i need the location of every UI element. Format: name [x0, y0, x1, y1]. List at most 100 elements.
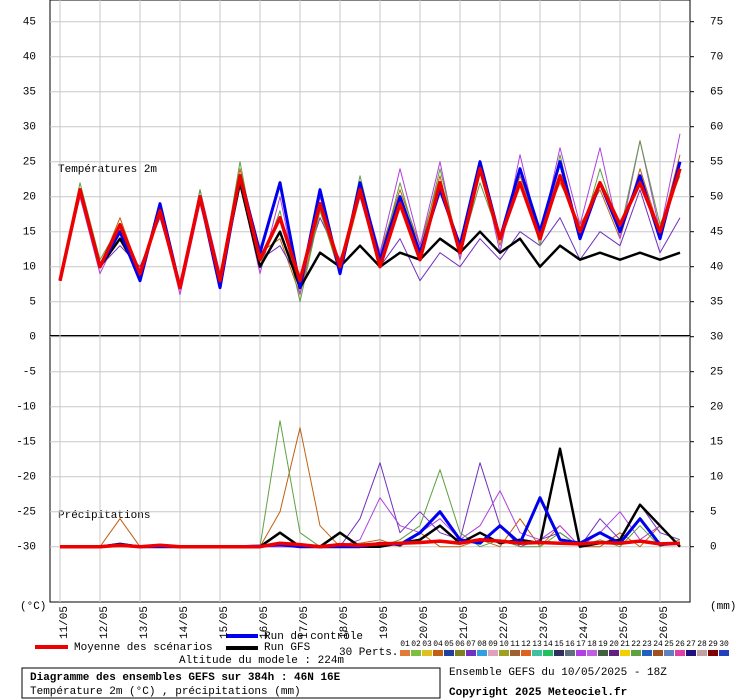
pert-label: 30 — [719, 640, 729, 649]
pert-swatch — [664, 650, 674, 656]
pert-label: 01 — [400, 640, 410, 649]
run-info: Ensemble GEFS du 10/05/2025 - 18Z — [449, 667, 667, 679]
y-tick-label: 35 — [23, 87, 36, 99]
x-tick-label: 12/05 — [99, 606, 111, 639]
pert-swatch — [598, 650, 608, 656]
y2-tick-label: 30 — [710, 332, 723, 344]
pert-label: 02 — [411, 640, 421, 649]
pert-swatch — [543, 650, 553, 656]
pert-swatch — [400, 650, 410, 656]
precip-line — [60, 537, 681, 549]
pert-label: 17 — [576, 640, 586, 649]
y-tick-label: -5 — [23, 367, 36, 379]
pert-label: 22 — [631, 640, 641, 649]
pert-label: 20 — [609, 640, 619, 649]
y2-tick-label: 70 — [710, 52, 723, 64]
pert-swatch — [565, 650, 575, 656]
legend-label: Moyenne des scénarios — [74, 642, 213, 654]
pert-label: 26 — [675, 640, 685, 649]
y2-tick-label: 0 — [710, 542, 717, 554]
pert-label: 16 — [565, 640, 575, 649]
pert-label: 21 — [620, 640, 630, 649]
pert-swatch — [708, 650, 718, 656]
pert-swatch — [554, 650, 564, 656]
pert-swatch — [444, 650, 454, 656]
pert-swatch — [477, 650, 487, 656]
pert-label: 05 — [444, 640, 454, 649]
pert-swatch — [653, 650, 663, 656]
y-tick-label: -10 — [16, 402, 36, 414]
y2-tick-label: 10 — [710, 472, 723, 484]
pert-label: 07 — [466, 640, 476, 649]
pert-swatch — [719, 650, 729, 656]
pert-label: 24 — [653, 640, 663, 649]
y-tick-label: -30 — [16, 542, 36, 554]
plot-frame — [49, 0, 691, 603]
pert-label: 13 — [532, 640, 542, 649]
legend-label: 30 Perts. — [339, 647, 398, 659]
pert-label: 10 — [499, 640, 509, 649]
x-tick-label: 23/05 — [539, 606, 551, 639]
pert-label: 23 — [642, 640, 652, 649]
y2-tick-label: 60 — [710, 122, 723, 134]
pert-swatch — [466, 650, 476, 656]
y-tick-label: 10 — [23, 262, 36, 274]
y-axis-unit: (°C) — [20, 601, 46, 613]
x-tick-label: 19/05 — [379, 606, 391, 639]
x-tick-label: 14/05 — [179, 606, 191, 639]
pert-label: 18 — [587, 640, 597, 649]
pert-swatch — [620, 650, 630, 656]
info-subtitle: Température 2m (°C) , précipitations (mm… — [30, 686, 301, 698]
pert-swatch — [631, 650, 641, 656]
pert-label: 09 — [488, 640, 498, 649]
info-title: Diagramme des ensembles GEFS sur 384h : … — [30, 672, 341, 684]
x-tick-label: 17/05 — [299, 606, 311, 639]
x-tick-label: 18/05 — [339, 606, 351, 639]
pert-label: 08 — [477, 640, 487, 649]
y-tick-label: 30 — [23, 122, 36, 134]
y-tick-label: -25 — [16, 507, 36, 519]
pert-label: 04 — [433, 640, 443, 649]
pert-swatch — [411, 650, 421, 656]
x-tick-label: 11/05 — [59, 606, 71, 639]
pert-swatch — [455, 650, 465, 656]
x-tick-label: 21/05 — [459, 606, 471, 639]
x-tick-label: 15/05 — [219, 606, 231, 639]
pert-label: 06 — [455, 640, 465, 649]
y2-tick-label: 35 — [710, 297, 723, 309]
pert-label: 25 — [664, 640, 674, 649]
y-tick-label: -15 — [16, 437, 36, 449]
pert-swatch — [576, 650, 586, 656]
pert-label: 14 — [543, 640, 553, 649]
y-tick-label: 25 — [23, 157, 36, 169]
pert-swatch — [422, 650, 432, 656]
legend-label: Run de contrôle — [264, 631, 363, 643]
y2-tick-label: 20 — [710, 402, 723, 414]
pert-label: 15 — [554, 640, 564, 649]
legend-label: Run GFS — [264, 642, 311, 654]
x-tick-label: 22/05 — [499, 606, 511, 639]
y-tick-label: 45 — [23, 17, 36, 29]
altitude: Altitude du modele : 224m — [179, 655, 344, 667]
y-tick-label: 15 — [23, 227, 36, 239]
y2-tick-label: 25 — [710, 367, 723, 379]
pert-swatch — [675, 650, 685, 656]
panel-label: Températures 2m — [58, 164, 157, 176]
pert-swatch — [697, 650, 707, 656]
info-box — [21, 667, 441, 699]
y-tick-label: 5 — [29, 297, 36, 309]
y-tick-label: -20 — [16, 472, 36, 484]
pert-swatch — [587, 650, 597, 656]
pert-label: 11 — [510, 640, 520, 649]
x-tick-label: 20/05 — [419, 606, 431, 639]
y2-tick-label: 55 — [710, 157, 723, 169]
x-tick-label: 13/05 — [139, 606, 151, 639]
temperature-line — [58, 166, 682, 290]
pert-swatch — [510, 650, 520, 656]
pert-swatch — [642, 650, 652, 656]
y-tick-label: 20 — [23, 192, 36, 204]
y-tick-label: 0 — [29, 332, 36, 344]
y2-tick-label: 40 — [710, 262, 723, 274]
